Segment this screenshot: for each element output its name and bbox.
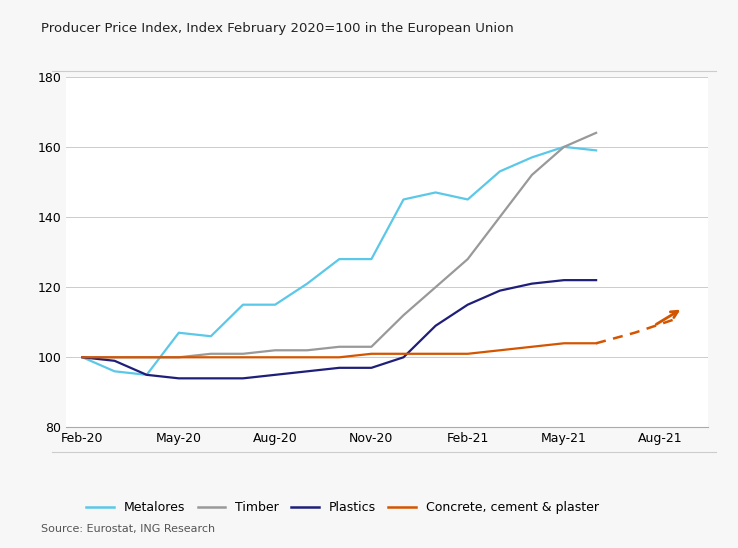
Text: Source: Eurostat, ING Research: Source: Eurostat, ING Research	[41, 523, 215, 534]
Text: Producer Price Index, Index February 2020=100 in the European Union: Producer Price Index, Index February 202…	[41, 22, 514, 35]
Legend: Metalores, Timber, Plastics, Concrete, cement & plaster: Metalores, Timber, Plastics, Concrete, c…	[81, 496, 604, 520]
